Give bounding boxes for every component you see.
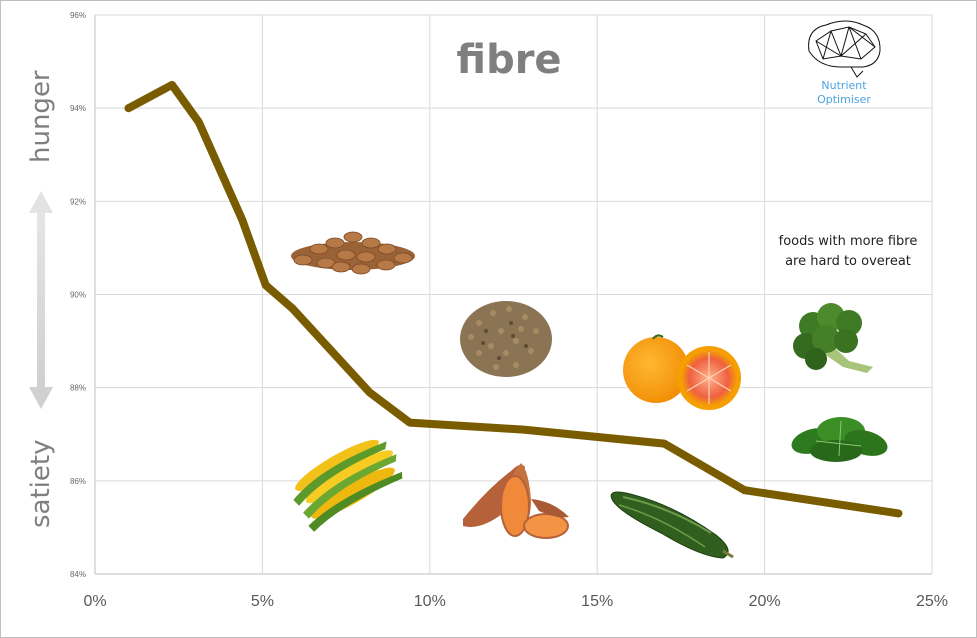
x-tick-label: 25% bbox=[916, 593, 948, 610]
sweet-potato-icon bbox=[463, 463, 569, 539]
double-arrow-icon bbox=[29, 191, 53, 409]
x-tick-label: 15% bbox=[581, 593, 613, 610]
x-tick-label: 5% bbox=[251, 593, 274, 610]
y-tick-label: 96% bbox=[70, 11, 86, 20]
zucchini-icon bbox=[610, 491, 734, 559]
x-tick-labels: 0% 5% 10% 15% 20% 25% bbox=[83, 593, 948, 610]
x-tick-label: 10% bbox=[414, 593, 446, 610]
y-tick-labels: 84% 86% 88% 90% 92% 94% 96% bbox=[70, 11, 86, 579]
logo-text-optimiser: Optimiser bbox=[817, 93, 871, 106]
y-tick-label: 88% bbox=[70, 384, 86, 393]
x-tick-label: 0% bbox=[83, 593, 106, 610]
spinach-icon bbox=[791, 417, 888, 462]
y-tick-label: 84% bbox=[70, 570, 86, 579]
series-line bbox=[124, 80, 903, 518]
logo-text-nutrient: Nutrient bbox=[821, 79, 867, 92]
data-series bbox=[124, 80, 903, 518]
y-tick-label: 94% bbox=[70, 104, 86, 113]
almonds-icon bbox=[291, 231, 415, 275]
brain-network-icon bbox=[808, 20, 881, 78]
y-tick-label: 92% bbox=[70, 197, 86, 206]
annotation-line-1: foods with more fibre bbox=[779, 234, 918, 249]
y-tick-label: 90% bbox=[70, 291, 86, 300]
annotation-line-2: are hard to overeat bbox=[785, 254, 911, 269]
lentils-icon bbox=[460, 301, 552, 377]
broccoli-icon bbox=[793, 303, 873, 373]
corn-icon bbox=[293, 439, 403, 532]
hunger-label: hunger bbox=[26, 70, 56, 163]
x-tick-label: 20% bbox=[749, 593, 781, 610]
satiety-label: satiety bbox=[26, 440, 56, 528]
orange-icon bbox=[623, 334, 741, 410]
y-tick-label: 86% bbox=[70, 477, 86, 486]
nutrient-optimiser-logo: Nutrient Optimiser bbox=[808, 20, 881, 106]
chart-title: fibre bbox=[456, 37, 561, 83]
